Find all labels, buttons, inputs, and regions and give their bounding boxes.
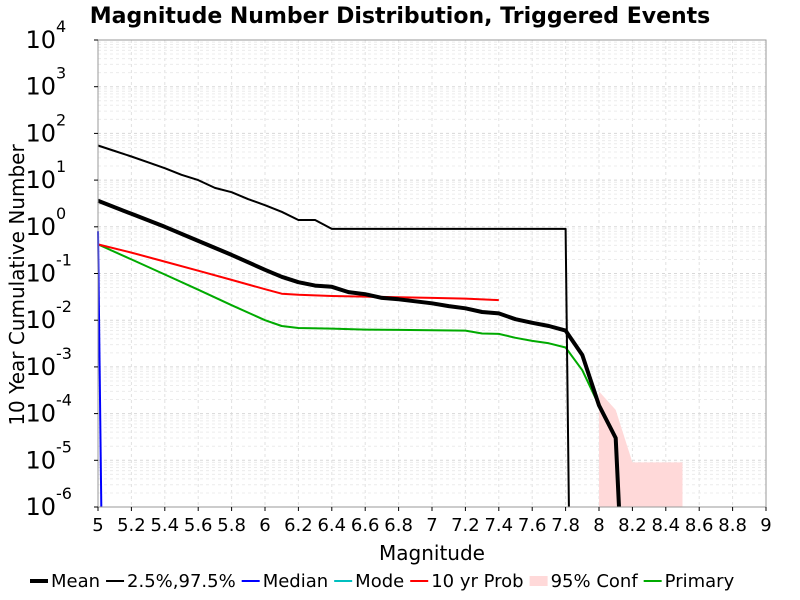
- y-tick-base: 10: [25, 119, 56, 147]
- confidence-band-layer: [599, 391, 683, 507]
- legend-label: Mean: [51, 571, 100, 592]
- x-tick-label: 6.2: [284, 515, 313, 536]
- y-tick-label: 10 1: [25, 157, 66, 194]
- x-axis-label: Magnitude: [379, 541, 485, 565]
- x-tick-label: 8.2: [618, 515, 647, 536]
- series-2-5-97-5-line: [97, 144, 570, 508]
- y-tick-label: 10 -5: [25, 437, 72, 474]
- series-10-yr-prob-line: [97, 243, 499, 302]
- x-tick-label: 6.4: [317, 515, 346, 536]
- x-tick-label: 8.6: [685, 515, 714, 536]
- y-axis-label: 10 Year Cumulative Number: [5, 144, 29, 426]
- series-layer: [97, 144, 621, 508]
- x-tick-label: 7.2: [451, 515, 480, 536]
- legend-label: Median: [263, 571, 328, 592]
- x-tick-label: 5: [92, 515, 103, 536]
- x-tick-label: 5.2: [117, 515, 146, 536]
- legend-label: Mode: [355, 571, 404, 592]
- x-axis-ticks: 5 5.2 5.4 5.6 5.8 6 6.2 6.4 6.6 6.8 7 7.2 7.4 7.6 7.8 8…: [92, 507, 772, 536]
- y-tick-exponent: -1: [56, 251, 72, 270]
- x-tick-label: 5.8: [217, 515, 246, 536]
- x-tick-label: 8.8: [718, 515, 747, 536]
- series-median-line: [97, 231, 103, 508]
- x-tick-label: 7.6: [518, 515, 547, 536]
- y-tick-exponent: -4: [56, 391, 72, 410]
- y-tick-label: 10 0: [25, 204, 66, 241]
- x-tick-label: 5.6: [184, 515, 213, 536]
- series-primary-line: [97, 243, 617, 439]
- x-tick-label: 9: [760, 515, 771, 536]
- y-tick-base: 10: [25, 400, 56, 428]
- y-tick-label: 10 3: [25, 64, 66, 101]
- y-tick-exponent: 4: [56, 17, 66, 36]
- y-tick-exponent: 1: [56, 157, 66, 176]
- series-mean-line: [97, 198, 621, 508]
- y-tick-label: 10 -6: [25, 484, 72, 521]
- y-tick-label: 10 2: [25, 110, 66, 147]
- x-tick-label: 7.8: [551, 515, 580, 536]
- legend-95-conf: 95% Conf: [529, 571, 639, 592]
- legend-mode: Mode: [334, 571, 404, 592]
- series-95-conf-band: [599, 391, 683, 507]
- y-tick-label: 10 -2: [25, 297, 72, 334]
- y-tick-base: 10: [25, 260, 56, 288]
- legend-label: 2.5%,97.5%: [127, 571, 236, 592]
- legend-median: Median: [241, 571, 328, 592]
- y-tick-base: 10: [25, 493, 56, 521]
- x-tick-label: 7: [426, 515, 437, 536]
- legend-10-yr-prob: 10 yr Prob: [410, 571, 524, 592]
- y-tick-label: 10 -3: [25, 344, 72, 381]
- legend-primary: Primary: [643, 571, 735, 592]
- y-tick-exponent: -6: [56, 484, 72, 503]
- y-tick-exponent: -5: [56, 437, 72, 456]
- x-tick-label: 7.4: [484, 515, 513, 536]
- y-tick-exponent: 2: [56, 110, 66, 129]
- x-tick-label: 6: [259, 515, 270, 536]
- y-tick-label: 10 4: [25, 17, 66, 54]
- y-tick-base: 10: [25, 213, 56, 241]
- x-tick-label: 8.4: [651, 515, 680, 536]
- legend-swatch: [529, 576, 548, 586]
- y-tick-exponent: 3: [56, 64, 66, 83]
- chart-title: Magnitude Number Distribution, Triggered…: [90, 4, 711, 29]
- x-tick-label: 6.6: [351, 515, 380, 536]
- y-tick-base: 10: [25, 353, 56, 381]
- y-tick-base: 10: [25, 306, 56, 334]
- y-tick-exponent: -2: [56, 297, 72, 316]
- legend: Mean 2.5%,97.5% Median Mode 10 yr Prob 95% Co…: [30, 571, 735, 592]
- legend-label: 95% Conf: [551, 571, 639, 592]
- y-tick-exponent: 0: [56, 204, 66, 223]
- legend-2-5-97-5: 2.5%,97.5%: [106, 571, 236, 592]
- y-tick-label: 10 -4: [25, 391, 72, 428]
- y-tick-label: 10 -1: [25, 251, 72, 288]
- y-tick-base: 10: [25, 446, 56, 474]
- y-tick-base: 10: [25, 166, 56, 194]
- x-tick-label: 8: [593, 515, 604, 536]
- y-tick-base: 10: [25, 26, 56, 54]
- x-tick-label: 6.8: [384, 515, 413, 536]
- legend-label: 10 yr Prob: [431, 571, 523, 592]
- legend-mean: Mean: [30, 571, 100, 592]
- legend-label: Primary: [665, 571, 735, 592]
- y-tick-exponent: -3: [56, 344, 72, 363]
- y-tick-base: 10: [25, 73, 56, 101]
- x-tick-label: 5.4: [150, 515, 179, 536]
